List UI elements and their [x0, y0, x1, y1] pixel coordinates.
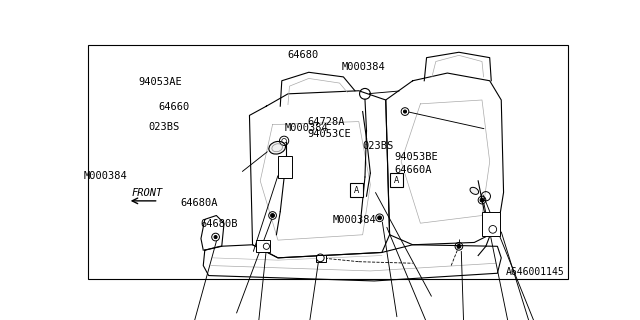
Text: A: A	[394, 176, 399, 185]
Circle shape	[214, 236, 217, 239]
Bar	[257, 240, 270, 252]
Ellipse shape	[470, 187, 479, 194]
Bar	[390, 173, 403, 187]
Circle shape	[271, 213, 275, 217]
Text: M000384: M000384	[285, 123, 328, 133]
Text: M000384: M000384	[342, 62, 385, 72]
Circle shape	[480, 198, 484, 202]
Text: M000384: M000384	[83, 171, 127, 181]
Text: M000384: M000384	[333, 215, 377, 225]
Text: 94053BE: 94053BE	[394, 152, 438, 162]
Text: A: A	[354, 186, 359, 195]
Text: 64680: 64680	[287, 50, 319, 60]
Bar	[316, 255, 326, 262]
Text: 023BS: 023BS	[148, 122, 179, 132]
Bar	[482, 212, 500, 236]
Circle shape	[378, 216, 381, 220]
Text: 64660: 64660	[159, 102, 190, 112]
Text: 64660A: 64660A	[394, 165, 432, 175]
Text: 64680B: 64680B	[201, 219, 238, 229]
Text: A646001145: A646001145	[506, 268, 564, 277]
Text: 64680A: 64680A	[180, 198, 218, 209]
Bar	[349, 183, 364, 197]
Text: 94053CE: 94053CE	[307, 129, 351, 139]
Circle shape	[457, 244, 461, 248]
Text: 023BS: 023BS	[362, 141, 394, 151]
Circle shape	[403, 110, 406, 113]
Text: 94053AE: 94053AE	[139, 76, 182, 86]
Text: 64728A: 64728A	[307, 117, 345, 127]
Text: FRONT: FRONT	[131, 188, 163, 198]
Ellipse shape	[269, 141, 285, 154]
Bar	[278, 156, 292, 178]
